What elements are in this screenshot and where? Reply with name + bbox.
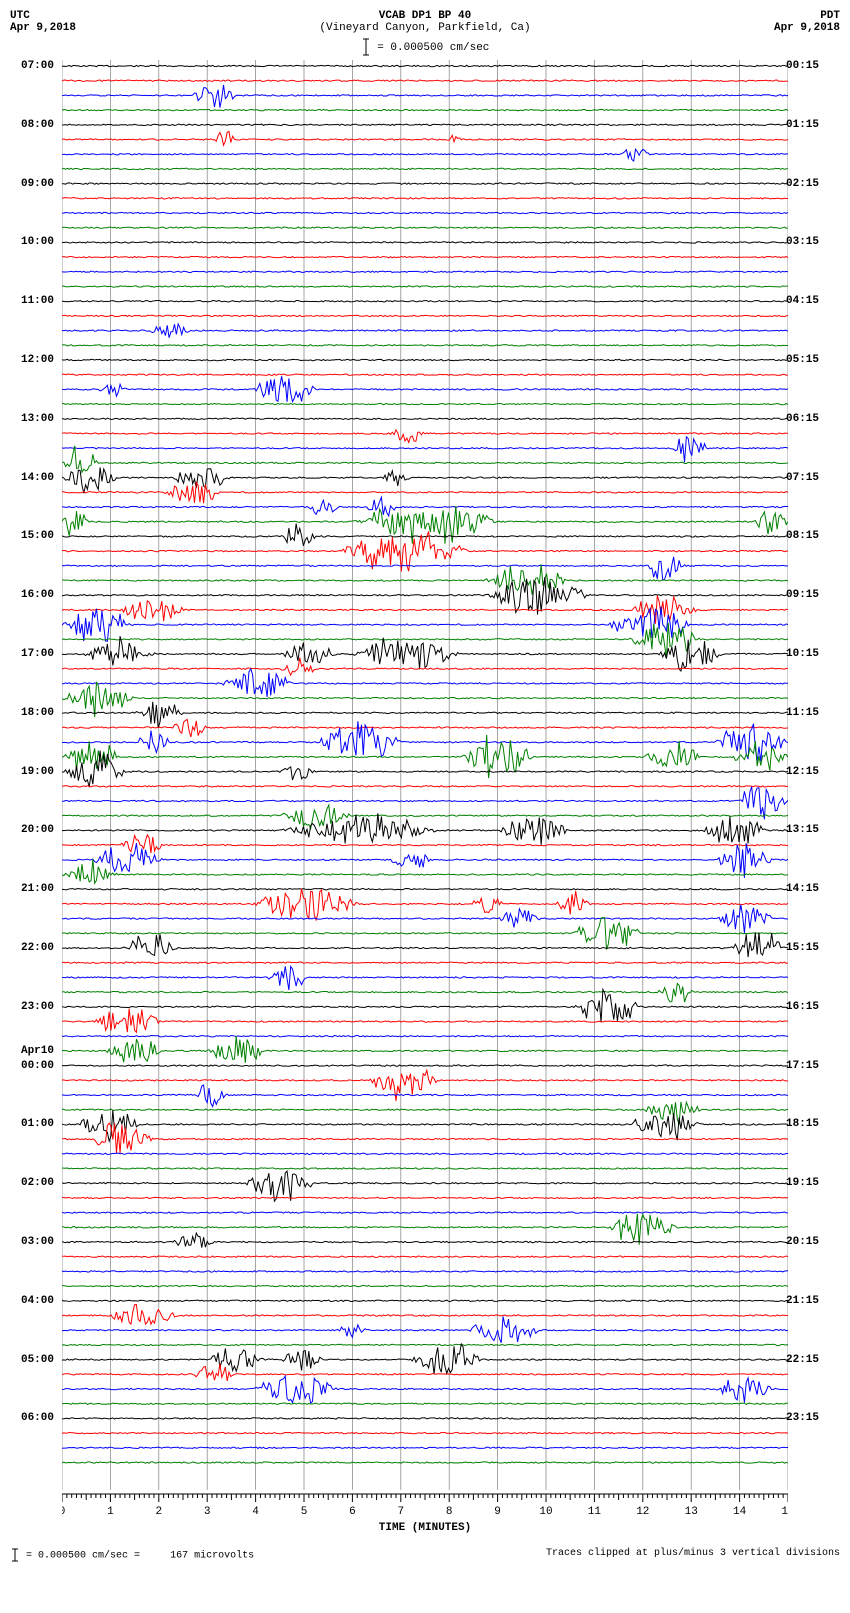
utc-hour-label: 04:00 — [21, 1295, 54, 1307]
pdt-hour-label: 22:15 — [786, 1354, 819, 1366]
utc-hour-label: 02:00 — [21, 1177, 54, 1189]
utc-hour-label: 00:00 — [21, 1060, 54, 1072]
svg-text:14: 14 — [733, 1506, 747, 1518]
pdt-hour-label: 20:15 — [786, 1236, 819, 1248]
plot-footer: = 0.000500 cm/sec = 167 microvolts Trace… — [10, 1548, 840, 1562]
svg-text:7: 7 — [397, 1506, 404, 1518]
plot-wrapper: 07:00 08:00 09:00 10:00 11:00 12:00 13:00 14:00… — [10, 60, 840, 1520]
pdt-hour-label: 19:15 — [786, 1177, 819, 1189]
utc-hour-label: 17:00 — [21, 648, 54, 660]
svg-text:6: 6 — [349, 1506, 356, 1518]
footer-clip-note: Traces clipped at plus/minus 3 vertical … — [546, 1548, 840, 1562]
pdt-hour-label: 08:15 — [786, 530, 819, 542]
utc-hour-label: 11:00 — [21, 295, 54, 307]
pdt-hour-label: 16:15 — [786, 1001, 819, 1013]
svg-text:12: 12 — [636, 1506, 649, 1518]
utc-hour-label: 07:00 — [21, 60, 54, 72]
pdt-hour-label: 07:15 — [786, 472, 819, 484]
pdt-hour-label: 15:15 — [786, 942, 819, 954]
utc-hour-label: 08:00 — [21, 119, 54, 131]
utc-hour-label: 14:00 — [21, 472, 54, 484]
x-axis-label: TIME (MINUTES) — [10, 1522, 840, 1534]
svg-text:1: 1 — [107, 1506, 114, 1518]
pdt-hour-label: 12:15 — [786, 766, 819, 778]
svg-text:8: 8 — [446, 1506, 453, 1518]
utc-hour-label: 20:00 — [21, 824, 54, 836]
utc-hour-label: 12:00 — [21, 354, 54, 366]
footer-scale-a: = 0.000500 cm/sec = — [26, 1551, 140, 1562]
utc-hour-label: 09:00 — [21, 178, 54, 190]
utc-hour-label: 05:00 — [21, 1354, 54, 1366]
pdt-hour-label: 23:15 — [786, 1412, 819, 1424]
pdt-hour-label: 06:15 — [786, 413, 819, 425]
utc-hour-label: 22:00 — [21, 942, 54, 954]
pdt-hour-label: 02:15 — [786, 178, 819, 190]
pdt-hour-label: 05:15 — [786, 354, 819, 366]
svg-text:13: 13 — [685, 1506, 698, 1518]
utc-hour-label: 23:00 — [21, 1001, 54, 1013]
right-tz: PDT — [774, 10, 840, 22]
utc-hour-label: 15:00 — [21, 530, 54, 542]
svg-text:3: 3 — [204, 1506, 211, 1518]
utc-hour-label: 13:00 — [21, 413, 54, 425]
plot-subtitle: (Vineyard Canyon, Parkfield, Ca) — [76, 22, 774, 34]
pdt-hour-label: 01:15 — [786, 119, 819, 131]
utc-hour-label: 01:00 — [21, 1118, 54, 1130]
utc-hour-label: 21:00 — [21, 883, 54, 895]
seismogram-plot: 0123456789101112131415 — [62, 60, 788, 1520]
plot-title: VCAB DP1 BP 40 — [76, 10, 774, 22]
right-date: Apr 9,2018 — [774, 22, 840, 34]
pdt-hour-label: 11:15 — [786, 707, 819, 719]
utc-hour-label: 06:00 — [21, 1412, 54, 1424]
utc-hour-label: 10:00 — [21, 236, 54, 248]
pdt-hour-label: 09:15 — [786, 589, 819, 601]
svg-text:5: 5 — [301, 1506, 308, 1518]
svg-text:10: 10 — [539, 1506, 552, 1518]
left-tz: UTC — [10, 10, 76, 22]
utc-hour-labels: 07:00 08:00 09:00 10:00 11:00 12:00 13:00 14:00… — [8, 60, 58, 1490]
plot-header: UTC Apr 9,2018 VCAB DP1 BP 40 (Vineyard … — [10, 10, 840, 34]
pdt-hour-labels: 00:15 01:15 02:15 03:15 04:15 05:15 06:15 07:15… — [782, 60, 842, 1490]
svg-text:4: 4 — [252, 1506, 259, 1518]
svg-text:9: 9 — [494, 1506, 501, 1518]
footer-scale-b: 167 microvolts — [170, 1551, 254, 1562]
pdt-hour-label: 13:15 — [786, 824, 819, 836]
pdt-hour-label: 10:15 — [786, 648, 819, 660]
scale-reference: = 0.000500 cm/sec — [10, 38, 840, 56]
left-date: Apr 9,2018 — [10, 22, 76, 34]
pdt-hour-label: 03:15 — [786, 236, 819, 248]
utc-hour-label: 16:00 — [21, 589, 54, 601]
svg-text:2: 2 — [155, 1506, 162, 1518]
pdt-hour-label: 21:15 — [786, 1295, 819, 1307]
utc-hour-label: 18:00 — [21, 707, 54, 719]
utc-hour-label: 19:00 — [21, 766, 54, 778]
seismogram-svg: 0123456789101112131415 — [62, 60, 788, 1520]
svg-text:0: 0 — [62, 1506, 65, 1518]
svg-text:11: 11 — [588, 1506, 602, 1518]
pdt-hour-label: 17:15 — [786, 1060, 819, 1072]
svg-text:15: 15 — [781, 1506, 788, 1518]
utc-hour-label: 03:00 — [21, 1236, 54, 1248]
pdt-hour-label: 04:15 — [786, 295, 819, 307]
utc-hour-label: Apr10 — [21, 1045, 54, 1057]
pdt-hour-label: 18:15 — [786, 1118, 819, 1130]
scale-text: = 0.000500 cm/sec — [377, 42, 489, 54]
pdt-hour-label: 14:15 — [786, 883, 819, 895]
pdt-hour-label: 00:15 — [786, 60, 819, 72]
